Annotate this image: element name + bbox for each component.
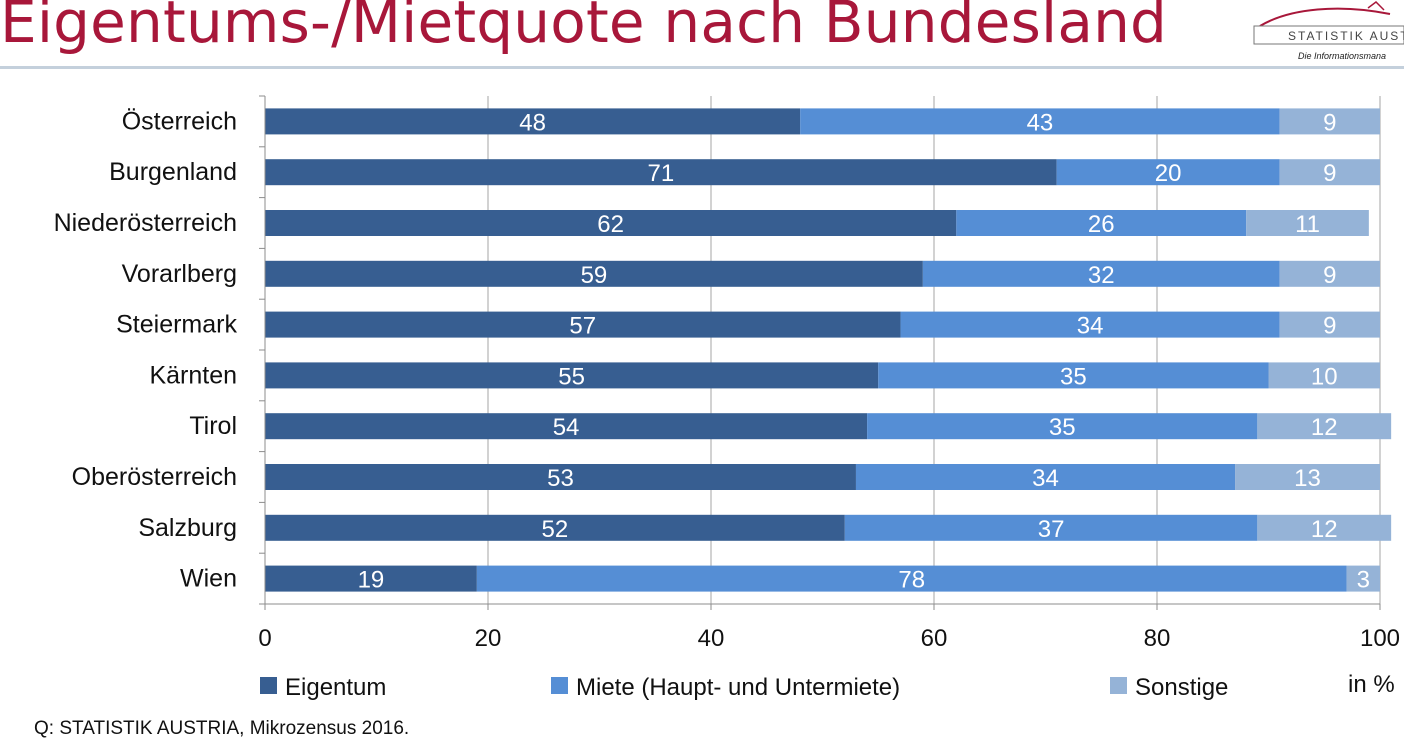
bar-eigentum [265,108,801,135]
bar-miete [844,514,1258,541]
bar-sonstige [1246,210,1369,236]
bar-miete [956,210,1247,236]
data-label: 34 [1077,313,1104,340]
bar-miete [1056,159,1280,186]
bar-miete [867,413,1258,440]
bar-miete [878,362,1269,389]
data-label: 34 [1032,465,1059,492]
bar-eigentum [265,362,879,389]
data-label: 9 [1323,160,1336,187]
category-label: Niederösterreich [54,209,237,237]
legend-swatch [260,677,277,694]
bar-sonstige [1279,311,1380,338]
x-tick-label: 100 [1360,625,1400,652]
bar-eigentum [265,464,856,490]
data-label: 71 [647,160,674,187]
legend-label: Eigentum [285,674,386,701]
category-label: Österreich [122,107,237,135]
legend-swatch [551,677,568,694]
source-note: Q: STATISTIK AUSTRIA, Mikrozensus 2016. [34,718,410,739]
bar-eigentum [265,514,845,541]
data-label: 9 [1323,313,1336,340]
bar-sonstige [1257,413,1392,440]
data-label: 43 [1027,109,1054,136]
data-label: 59 [581,262,608,289]
logo-swoosh-icon [1259,7,1391,27]
data-label: 62 [597,211,624,238]
bar-sonstige [1235,464,1380,490]
bar-miete [855,464,1236,490]
bar-sonstige [1279,260,1380,287]
data-label: 13 [1294,465,1321,492]
data-label: 54 [553,414,580,441]
data-label: 57 [569,313,596,340]
category-label: Burgenland [109,158,237,186]
category-label: Vorarlberg [122,260,237,288]
data-label: 9 [1323,262,1336,289]
bar-sonstige [1268,362,1380,389]
bar-eigentum [265,159,1057,186]
data-label: 9 [1323,109,1336,136]
bar-sonstige [1346,565,1380,592]
bar-eigentum [265,565,477,592]
bar-eigentum [265,311,901,338]
category-label: Steiermark [116,311,237,339]
bar-miete [800,108,1280,135]
data-label: 11 [1295,211,1320,238]
bar-sonstige [1257,514,1392,541]
data-label: 20 [1155,160,1182,187]
category-label: Wien [180,565,237,593]
legend-label: Miete (Haupt- und Untermiete) [576,674,900,701]
data-label: 19 [358,567,385,594]
bar-sonstige [1279,108,1380,135]
data-label: 3 [1357,567,1370,594]
data-label: 12 [1311,414,1338,441]
category-label: Kärnten [149,361,237,389]
legend-swatch [1110,677,1127,694]
header-rule [0,66,1404,69]
data-label: 35 [1049,414,1076,441]
bar-miete [922,260,1280,287]
x-tick-label: 20 [475,625,502,652]
bar-eigentum [265,210,957,236]
data-label: 53 [547,465,574,492]
data-label: 35 [1060,363,1087,390]
data-label: 12 [1311,516,1338,543]
x-tick-label: 0 [258,625,271,652]
data-label: 37 [1038,516,1065,543]
logo-tagline-text: Die Informationsmana [1298,51,1386,61]
data-label: 10 [1311,363,1338,390]
data-label: 26 [1088,211,1115,238]
category-label: Tirol [189,412,237,440]
data-label: 48 [519,109,546,136]
bar-sonstige [1279,159,1380,186]
data-label: 78 [898,567,925,594]
stacked-bar-chart: 48 43 9 Österreich 71 20 9 Burgenland 62 26 11 Nied… [54,95,1400,701]
data-label: 55 [558,363,585,390]
data-label: 32 [1088,262,1115,289]
bar-eigentum [265,260,923,287]
bar-eigentum [265,413,868,440]
bar-miete [476,565,1347,592]
chart-title: Eigentums-/Mietquote nach Bundesland [0,0,1168,56]
category-label: Oberösterreich [72,463,237,491]
category-label: Salzburg [138,514,237,542]
x-tick-label: 40 [698,625,725,652]
x-tick-label: 80 [1144,625,1171,652]
bar-miete [900,311,1280,338]
legend-label: Sonstige [1135,674,1228,701]
data-label: 52 [542,516,569,543]
statistik-austria-logo: STATISTIK AUST Die Informationsmana [1253,1,1404,61]
logo-name-text: STATISTIK AUST [1288,29,1404,43]
x-tick-label: 60 [921,625,948,652]
unit-label: in % [1348,671,1395,698]
